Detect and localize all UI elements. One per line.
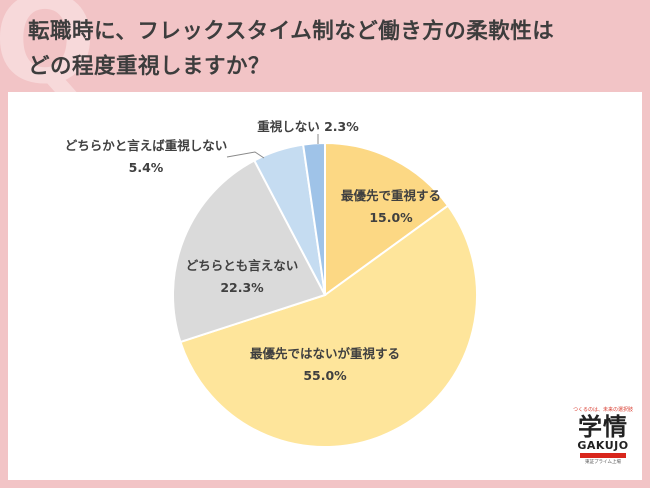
slice-value-label: 22.3% — [220, 280, 264, 295]
title-line-1: 転職時に、フレックスタイム制など働き方の柔軟性は — [28, 19, 555, 44]
slice-value-label: 2.3% — [324, 119, 359, 134]
logo-kanji: 学情 — [578, 413, 628, 441]
pie-chart: 最優先で重視する 15.0% 最優先ではないが重視する 55.0% どちらとも言えない 2… — [65, 119, 478, 449]
question-mark-decoration: Q — [0, 0, 97, 111]
slice-value-label: 15.0% — [369, 210, 413, 225]
logo-red-bar — [580, 453, 626, 458]
chart-panel: 最優先で重視する 15.0% 最優先ではないが重視する 55.0% どちらとも言えない 2… — [8, 92, 642, 480]
pie-slice — [172, 159, 327, 344]
slice-label-text: 重視しない — [257, 119, 324, 134]
slice-label: どちらとも言えない — [186, 258, 299, 273]
logo-roman: GAKUJO — [577, 439, 629, 452]
pie-slice — [301, 141, 326, 296]
pie-slice — [324, 141, 450, 297]
slice-label: 最優先ではないが重視する — [250, 346, 400, 361]
gakujo-logo: つくるのは、未来の選択肢 学情 GAKUJO 東証プライム上場 — [566, 406, 640, 482]
slice-label: 重視しない 2.3% — [257, 119, 359, 134]
logo-subtext: 東証プライム上場 — [585, 460, 621, 465]
slice-value-label: 5.4% — [129, 160, 164, 175]
pie-slice — [179, 204, 478, 449]
slice-value-label: 55.0% — [303, 368, 347, 383]
logo-tagline: つくるのは、未来の選択肢 — [573, 407, 633, 413]
slice-label: 最優先で重視する — [341, 188, 441, 203]
slice-label: どちらかと言えば重視しない — [65, 138, 228, 153]
title-line-2: どの程度重視しますか？ — [28, 54, 271, 79]
leader-line — [226, 151, 265, 159]
page-title: 転職時に、フレックスタイム制など働き方の柔軟性は どの程度重視しますか？ — [28, 14, 554, 84]
